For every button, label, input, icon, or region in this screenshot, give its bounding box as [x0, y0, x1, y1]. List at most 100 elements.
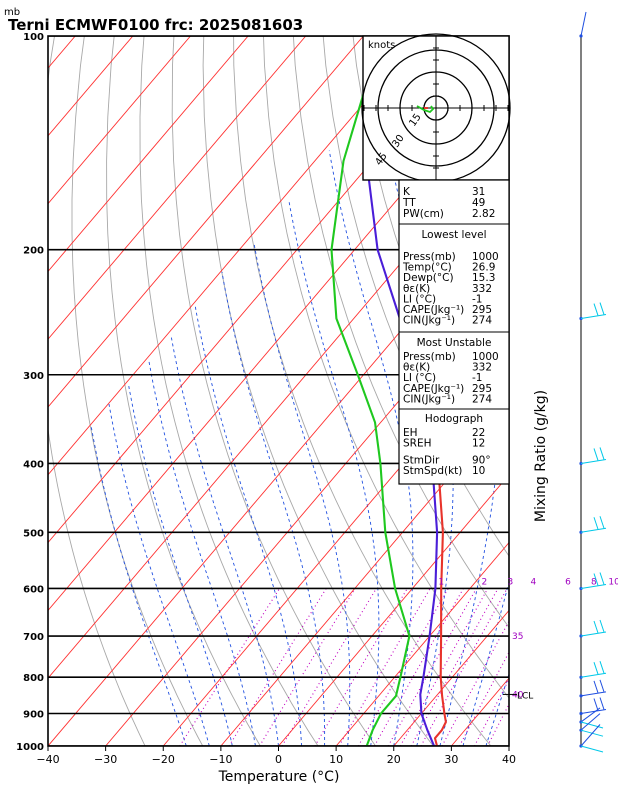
- mixing-ratio-line: [473, 678, 509, 746]
- wind-barb: [580, 709, 607, 715]
- moist-adiabat: [170, 336, 279, 746]
- wind-barb: [580, 583, 607, 589]
- dry-adiabat: [171, 36, 377, 746]
- dry-adiabat: [610, 4, 618, 762]
- wind-barb-flag: [599, 619, 605, 633]
- mixing-ratio-line: [441, 620, 509, 746]
- table-value: -1: [472, 372, 482, 384]
- hodograph-panel: knots 15 30 45: [361, 33, 511, 183]
- pressure-tick-label: 800: [23, 673, 44, 684]
- moist-adiabat: [253, 241, 351, 746]
- wind-barb-flag: [593, 662, 599, 675]
- moist-adiabat: [90, 426, 187, 746]
- dewpoint-line: [330, 36, 411, 746]
- wind-barb-flag: [593, 680, 599, 694]
- table-value: 332: [472, 283, 492, 295]
- mixing-ratio-axis-label: Mixing Ratio (g/kg): [533, 390, 549, 522]
- moist-adiabat: [328, 150, 414, 746]
- wind-barb-flag: [599, 447, 605, 460]
- wind-barb-flag: [593, 303, 599, 316]
- wind-barb-flag: [599, 679, 605, 693]
- moist-adiabat: [108, 404, 210, 746]
- table-value: 295: [472, 383, 492, 395]
- x-tick-label: 10: [329, 753, 343, 766]
- pressure-tick-label: 900: [23, 710, 44, 721]
- wind-barb: [580, 458, 607, 464]
- table-label: Press(mb): [403, 251, 456, 263]
- parcel-line: [365, 92, 439, 746]
- wind-barb-flag: [593, 448, 599, 461]
- moist-adiabat: [376, 92, 454, 746]
- table-value: 12: [472, 438, 485, 450]
- table-value: 49: [472, 197, 485, 209]
- table-label: CIN(Jkg⁻¹): [403, 393, 455, 405]
- isotherm: [48, 36, 364, 408]
- mixing-ratio-label: 35: [512, 632, 523, 642]
- pressure-unit-label: mb: [4, 7, 20, 18]
- mixing-ratio-line: [410, 588, 499, 746]
- isotherm: [48, 36, 307, 340]
- table-value: 295: [472, 304, 492, 316]
- mixing-ratio-line: [338, 588, 431, 746]
- isotherm: [393, 609, 509, 746]
- mixing-ratio-line: [314, 588, 408, 746]
- dry-adiabat: [48, 36, 146, 746]
- pressure-tick-label: 1000: [16, 742, 44, 753]
- table-value: -1: [472, 293, 482, 305]
- mixing-ratio-line: [373, 588, 464, 746]
- moist-adiabat: [194, 305, 303, 746]
- wind-barb-flag: [593, 573, 599, 586]
- background-lines: [48, 4, 618, 762]
- dry-adiabat: [581, 4, 618, 762]
- table-label: LI (°C): [403, 293, 436, 305]
- isotherm: [48, 36, 191, 205]
- wind-barb: [580, 707, 601, 723]
- table-value: 274: [472, 315, 492, 327]
- table-label: TT: [402, 197, 416, 209]
- table-label: PW(cm): [403, 208, 444, 220]
- table-value: 90°: [472, 455, 491, 467]
- wind-barb-station: [579, 586, 583, 591]
- table-label: θε(K): [403, 362, 430, 374]
- table-label: CAPE(Jkg⁻¹): [403, 383, 464, 395]
- dry-adiabat: [139, 36, 319, 746]
- pressure-tick-label: 400: [23, 459, 44, 470]
- pressure-tick-label: 700: [23, 632, 44, 643]
- wind-barb-flag: [599, 572, 605, 585]
- wind-barb-flag: [599, 661, 605, 674]
- moist-adiabat: [128, 384, 233, 746]
- isotherm: [278, 474, 509, 746]
- table-value: 2.82: [472, 208, 495, 220]
- wind-barb-station: [579, 675, 583, 679]
- table-value: 26.9: [472, 262, 495, 274]
- wind-barb: [580, 672, 607, 678]
- x-axis-label: Temperature (°C): [218, 769, 340, 785]
- x-tick-label: 20: [387, 753, 401, 766]
- wind-barb-flag: [599, 516, 605, 529]
- moist-adiabat: [148, 358, 256, 746]
- mixing-ratio-labels: 12346810121416182025303540LCL: [438, 577, 618, 701]
- table-label: LI (°C): [403, 372, 436, 384]
- wind-barb: [580, 721, 604, 729]
- wind-barb: [580, 527, 607, 533]
- dry-adiabat: [106, 36, 261, 746]
- table-label: StmDir: [403, 455, 440, 467]
- mixing-ratio-line: [420, 588, 508, 746]
- mixing-ratio-label: 6: [565, 577, 571, 587]
- wind-barb-station: [579, 634, 583, 638]
- x-tick-label: −20: [152, 753, 175, 766]
- wind-barb-flag: [599, 302, 605, 315]
- dry-adiabat: [263, 36, 509, 699]
- dry-adiabat: [501, 36, 509, 64]
- mixing-ratio-label: 40: [512, 690, 524, 700]
- wind-barb-flag: [593, 698, 599, 711]
- isotherm: [508, 745, 509, 746]
- table-value: 1000: [472, 351, 499, 363]
- dry-adiabat: [552, 4, 618, 762]
- wind-barb: [580, 314, 607, 320]
- table-label: Dewp(°C): [403, 272, 454, 284]
- pressure-tick-label: 100: [23, 32, 44, 43]
- pressure-tick-label: 500: [23, 528, 44, 539]
- mixing-ratio-line: [357, 588, 449, 746]
